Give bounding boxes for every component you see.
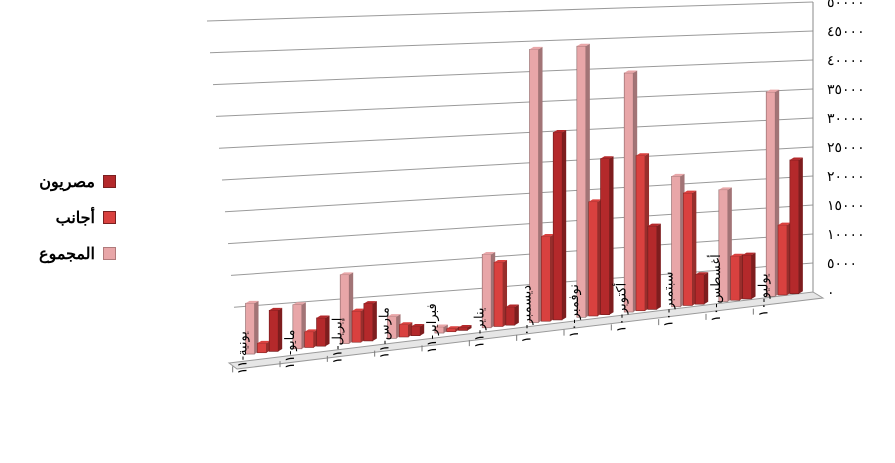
chart-floor	[227, 291, 825, 370]
bar	[505, 304, 519, 326]
bar	[683, 190, 697, 306]
bar	[268, 307, 283, 352]
bar	[245, 300, 259, 355]
legend-label-foreigners: أجانب	[55, 207, 95, 227]
bar	[635, 153, 650, 312]
y-tick-label: ٢٠٠٠٠	[827, 169, 865, 185]
bar	[576, 43, 590, 318]
gridline	[218, 117, 814, 149]
gridline	[227, 204, 814, 245]
y-tick-label: ٢٥٠٠٠	[827, 140, 865, 156]
gridline	[233, 262, 814, 308]
bar	[694, 272, 709, 305]
bar	[493, 259, 508, 327]
legend-swatch-foreigners	[103, 210, 116, 224]
legend-item-total: المجموع	[8, 243, 116, 263]
bar	[623, 70, 638, 313]
x-tick-label: أكتوبر-١٠	[612, 283, 629, 333]
bar	[777, 222, 792, 296]
legend-item-egyptians: مصريون	[8, 171, 116, 191]
bar	[446, 326, 460, 333]
bar	[434, 324, 448, 334]
bar	[304, 329, 318, 348]
gridline	[206, 1, 814, 22]
y-axis-ticks: ٥٠٠٠٠٤٥٠٠٠٤٠٠٠٠٣٥٠٠٠٣٠٠٠٠٢٥٠٠٠٢٠٠٠٠١٥٠٠٠…	[827, 0, 865, 301]
x-tick-label: يناير-١١	[472, 307, 487, 348]
chart-legend: مصريون أجانب المجموع	[8, 172, 116, 280]
gridline	[209, 30, 814, 54]
bar	[458, 324, 472, 331]
bar-layer	[245, 43, 803, 355]
grid-layer	[206, 1, 825, 370]
x-axis-ticks: يونية-١١ مايو-١١ إبريل-١١ مارس-١١ فبراير-١١ ي…	[232, 254, 771, 375]
bar	[765, 89, 780, 297]
y-tick-label: ٤٠٠٠٠	[827, 53, 865, 69]
bar	[541, 234, 555, 322]
bar	[600, 156, 614, 315]
bar	[257, 340, 271, 354]
x-tick-label: فبراير-١١	[425, 303, 440, 353]
x-tick-label: أغسطس-١٠	[707, 254, 724, 322]
x-tick-label: نوفمبر-١٠	[567, 284, 582, 338]
bar	[588, 199, 602, 317]
legend-label-total: المجموع	[39, 243, 95, 263]
legend-label-egyptians: مصريون	[39, 171, 95, 191]
x-tick-label: إبريل-١١	[330, 318, 345, 364]
gridline	[224, 175, 814, 213]
bar	[399, 322, 413, 338]
y-tick-label: ٥٠٠٠٠	[827, 0, 865, 11]
x-tick-label: مايو-١١	[283, 330, 298, 370]
bar	[552, 130, 567, 321]
bar	[742, 252, 756, 300]
x-tick-label: ديسمبر-١٠	[520, 285, 535, 343]
legend-swatch-total	[103, 246, 116, 260]
bar	[410, 323, 425, 336]
bar	[647, 223, 661, 310]
y-tick-label: ٤٥٠٠٠	[827, 24, 865, 40]
y-tick-label: ٣٠٠٠٠	[827, 111, 865, 127]
y-tick-label: ٥٠٠٠	[827, 256, 857, 272]
y-tick-label: ٣٥٠٠٠	[827, 82, 865, 98]
gridline	[230, 233, 814, 276]
y-tick-label: ١٠٠٠٠	[827, 227, 865, 243]
bar	[789, 157, 803, 294]
gridline	[215, 88, 814, 117]
x-tick-label: يونية-١١	[236, 331, 251, 375]
bar	[351, 308, 366, 343]
gridline	[221, 146, 814, 181]
legend-item-foreigners: أجانب	[8, 207, 116, 227]
bar	[529, 46, 543, 323]
legend-swatch-egyptians	[103, 174, 116, 188]
bar	[730, 253, 744, 301]
x-tick-label: مارس-١١	[378, 307, 393, 358]
x-tick-label: يوليو-١٠	[756, 273, 771, 317]
gridline	[212, 59, 814, 86]
y-tick-label: ١٥٠٠٠	[827, 198, 865, 214]
bar	[363, 301, 377, 342]
y-tick-label: ٠	[827, 285, 835, 301]
x-tick-label: سبتمبر-١٠	[662, 271, 677, 327]
bar	[316, 315, 330, 347]
